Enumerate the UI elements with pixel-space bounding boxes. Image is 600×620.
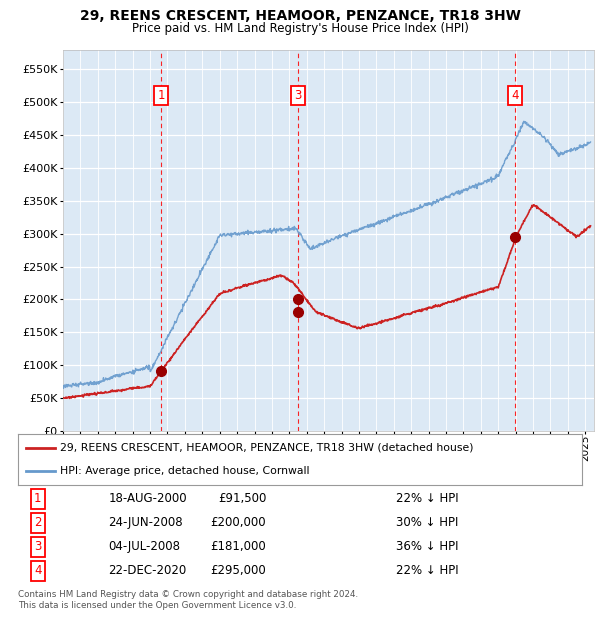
Text: 22-DEC-2020: 22-DEC-2020 <box>108 564 187 577</box>
Text: 4: 4 <box>34 564 41 577</box>
Text: 24-JUN-2008: 24-JUN-2008 <box>108 516 183 529</box>
Text: 29, REENS CRESCENT, HEAMOOR, PENZANCE, TR18 3HW (detached house): 29, REENS CRESCENT, HEAMOOR, PENZANCE, T… <box>60 443 474 453</box>
Text: Price paid vs. HM Land Registry's House Price Index (HPI): Price paid vs. HM Land Registry's House … <box>131 22 469 35</box>
Text: 29, REENS CRESCENT, HEAMOOR, PENZANCE, TR18 3HW: 29, REENS CRESCENT, HEAMOOR, PENZANCE, T… <box>80 9 520 24</box>
Text: 1: 1 <box>34 492 41 505</box>
Text: 22% ↓ HPI: 22% ↓ HPI <box>396 492 458 505</box>
Text: 22% ↓ HPI: 22% ↓ HPI <box>396 564 458 577</box>
Text: 4: 4 <box>512 89 519 102</box>
Text: HPI: Average price, detached house, Cornwall: HPI: Average price, detached house, Corn… <box>60 466 310 476</box>
Text: 3: 3 <box>295 89 302 102</box>
Text: £181,000: £181,000 <box>211 540 266 553</box>
Text: 3: 3 <box>34 540 41 553</box>
Text: 1: 1 <box>157 89 165 102</box>
Text: £295,000: £295,000 <box>211 564 266 577</box>
Text: £91,500: £91,500 <box>218 492 266 505</box>
Text: £200,000: £200,000 <box>211 516 266 529</box>
Text: 30% ↓ HPI: 30% ↓ HPI <box>396 516 458 529</box>
Text: 18-AUG-2000: 18-AUG-2000 <box>108 492 187 505</box>
Text: 36% ↓ HPI: 36% ↓ HPI <box>396 540 458 553</box>
Text: 2: 2 <box>34 516 41 529</box>
Text: 04-JUL-2008: 04-JUL-2008 <box>108 540 180 553</box>
Text: Contains HM Land Registry data © Crown copyright and database right 2024.
This d: Contains HM Land Registry data © Crown c… <box>18 590 358 609</box>
